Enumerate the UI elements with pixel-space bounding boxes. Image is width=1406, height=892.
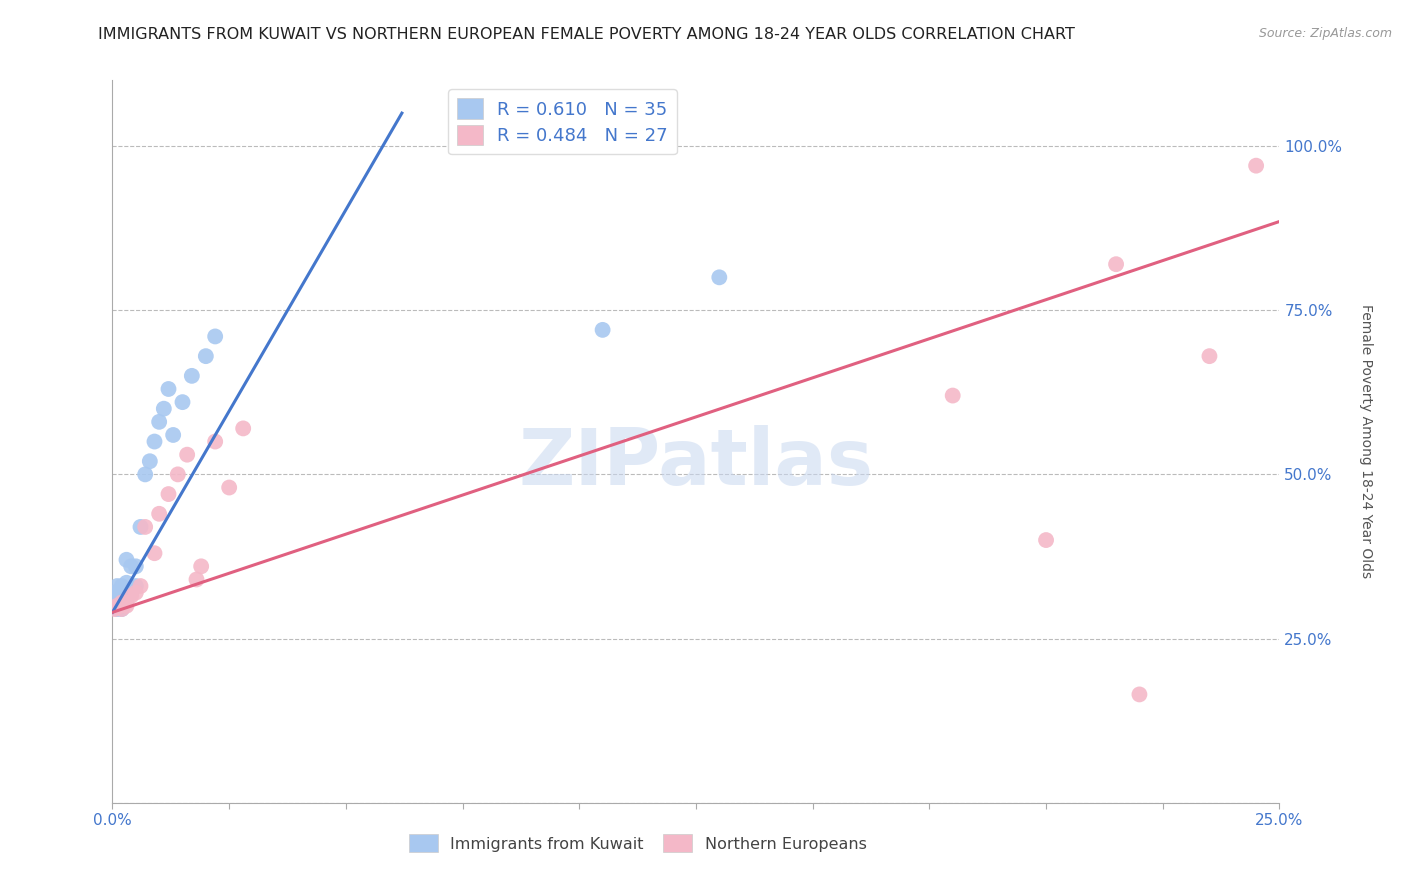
Point xyxy=(105,602,128,616)
Point xyxy=(120,585,142,599)
Point xyxy=(1105,257,1128,271)
Point xyxy=(592,323,614,337)
Point xyxy=(176,448,198,462)
Point xyxy=(108,599,131,613)
Point xyxy=(139,454,162,468)
Point xyxy=(232,421,254,435)
Point xyxy=(204,329,226,343)
Point xyxy=(942,388,965,402)
Point xyxy=(148,507,170,521)
Point xyxy=(105,579,128,593)
Text: IMMIGRANTS FROM KUWAIT VS NORTHERN EUROPEAN FEMALE POVERTY AMONG 18-24 YEAR OLDS: IMMIGRANTS FROM KUWAIT VS NORTHERN EUROP… xyxy=(98,27,1076,42)
Point xyxy=(180,368,202,383)
Point xyxy=(115,575,138,590)
Point xyxy=(115,599,138,613)
Point xyxy=(709,270,731,285)
Legend: Immigrants from Kuwait, Northern Europeans: Immigrants from Kuwait, Northern Europea… xyxy=(401,827,875,860)
Point xyxy=(1035,533,1057,547)
Point xyxy=(125,579,148,593)
Y-axis label: Female Poverty Among 18-24 Year Olds: Female Poverty Among 18-24 Year Olds xyxy=(1360,304,1374,579)
Point xyxy=(111,602,134,616)
Text: ZIPatlas: ZIPatlas xyxy=(519,425,873,501)
Point xyxy=(143,546,166,560)
Point xyxy=(190,559,212,574)
Point xyxy=(111,592,134,607)
Point xyxy=(1128,687,1150,701)
Point xyxy=(108,589,131,603)
Point xyxy=(111,602,134,616)
Point xyxy=(108,592,131,607)
Point xyxy=(111,595,134,609)
Point xyxy=(134,520,156,534)
Point xyxy=(204,434,226,449)
Point xyxy=(1198,349,1220,363)
Point xyxy=(104,585,127,599)
Point xyxy=(153,401,176,416)
Point xyxy=(134,467,156,482)
Point xyxy=(143,434,166,449)
Point xyxy=(111,579,134,593)
Point xyxy=(120,559,142,574)
Point xyxy=(104,602,127,616)
Point xyxy=(115,553,138,567)
Point xyxy=(111,589,134,603)
Point xyxy=(129,579,152,593)
Point xyxy=(148,415,170,429)
Point xyxy=(115,592,138,607)
Point xyxy=(162,428,184,442)
Point xyxy=(105,589,128,603)
Point xyxy=(125,559,148,574)
Point xyxy=(1244,159,1267,173)
Point xyxy=(218,481,240,495)
Point xyxy=(166,467,188,482)
Point xyxy=(157,382,180,396)
Point xyxy=(172,395,194,409)
Point xyxy=(194,349,217,363)
Point xyxy=(157,487,180,501)
Point xyxy=(115,595,138,609)
Text: Source: ZipAtlas.com: Source: ZipAtlas.com xyxy=(1258,27,1392,40)
Point xyxy=(105,595,128,609)
Point xyxy=(129,520,152,534)
Point xyxy=(120,589,142,603)
Point xyxy=(104,599,127,613)
Point xyxy=(108,599,131,613)
Point xyxy=(186,573,208,587)
Point xyxy=(125,585,148,599)
Point xyxy=(115,585,138,599)
Point xyxy=(105,599,128,613)
